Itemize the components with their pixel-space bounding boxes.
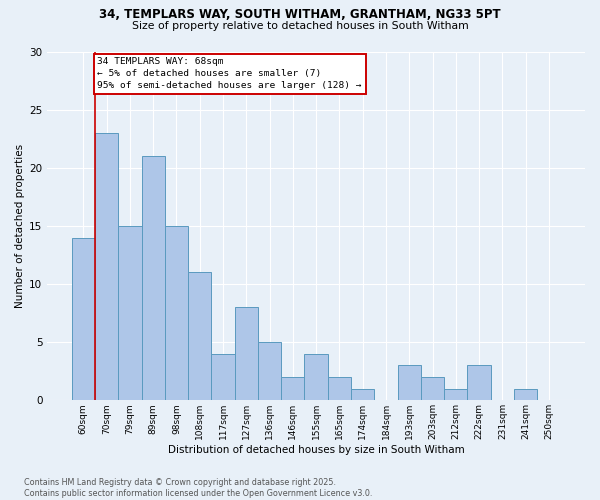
Bar: [165, 226, 188, 400]
Text: 34 TEMPLARS WAY: 68sqm
← 5% of detached houses are smaller (7)
95% of semi-detac: 34 TEMPLARS WAY: 68sqm ← 5% of detached …: [97, 58, 362, 90]
Bar: [514, 388, 537, 400]
Y-axis label: Number of detached properties: Number of detached properties: [15, 144, 25, 308]
Bar: [211, 354, 235, 401]
Bar: [281, 377, 304, 400]
Bar: [444, 388, 467, 400]
Bar: [72, 238, 95, 400]
Text: Contains HM Land Registry data © Crown copyright and database right 2025.
Contai: Contains HM Land Registry data © Crown c…: [24, 478, 373, 498]
Bar: [398, 366, 421, 400]
Bar: [258, 342, 281, 400]
Text: Size of property relative to detached houses in South Witham: Size of property relative to detached ho…: [131, 21, 469, 31]
Bar: [142, 156, 165, 400]
Bar: [421, 377, 444, 400]
Bar: [351, 388, 374, 400]
Text: 34, TEMPLARS WAY, SOUTH WITHAM, GRANTHAM, NG33 5PT: 34, TEMPLARS WAY, SOUTH WITHAM, GRANTHAM…: [99, 8, 501, 20]
Bar: [118, 226, 142, 400]
Bar: [188, 272, 211, 400]
Bar: [328, 377, 351, 400]
Bar: [95, 133, 118, 400]
Bar: [304, 354, 328, 401]
Bar: [467, 366, 491, 400]
X-axis label: Distribution of detached houses by size in South Witham: Distribution of detached houses by size …: [168, 445, 464, 455]
Bar: [235, 308, 258, 400]
